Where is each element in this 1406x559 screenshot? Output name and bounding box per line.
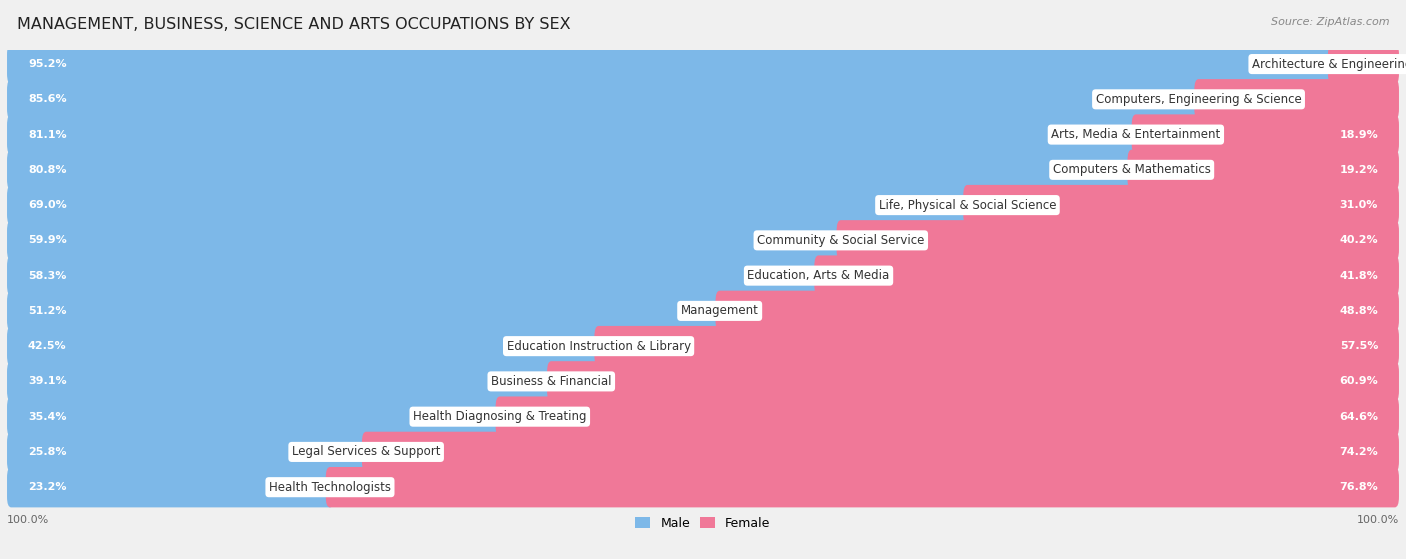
Text: Business & Financial: Business & Financial bbox=[491, 375, 612, 388]
FancyBboxPatch shape bbox=[716, 291, 1399, 331]
Text: 31.0%: 31.0% bbox=[1340, 200, 1378, 210]
FancyBboxPatch shape bbox=[837, 220, 1399, 260]
Text: Health Diagnosing & Treating: Health Diagnosing & Treating bbox=[413, 410, 586, 423]
FancyBboxPatch shape bbox=[11, 439, 1395, 465]
Text: 18.9%: 18.9% bbox=[1340, 130, 1378, 140]
FancyBboxPatch shape bbox=[1329, 44, 1399, 84]
FancyBboxPatch shape bbox=[11, 299, 1395, 323]
FancyBboxPatch shape bbox=[11, 228, 1395, 253]
Text: Legal Services & Support: Legal Services & Support bbox=[292, 446, 440, 458]
Text: 80.8%: 80.8% bbox=[28, 165, 66, 175]
Text: 35.4%: 35.4% bbox=[28, 411, 66, 421]
FancyBboxPatch shape bbox=[11, 263, 1395, 288]
FancyBboxPatch shape bbox=[7, 432, 370, 472]
FancyBboxPatch shape bbox=[595, 326, 1399, 366]
Text: 69.0%: 69.0% bbox=[28, 200, 66, 210]
FancyBboxPatch shape bbox=[1132, 115, 1399, 155]
Text: 42.5%: 42.5% bbox=[28, 341, 66, 351]
FancyBboxPatch shape bbox=[11, 193, 1395, 217]
Text: Education Instruction & Library: Education Instruction & Library bbox=[506, 340, 690, 353]
FancyBboxPatch shape bbox=[963, 185, 1399, 225]
FancyBboxPatch shape bbox=[7, 326, 603, 366]
Text: 23.2%: 23.2% bbox=[28, 482, 66, 492]
Text: 60.9%: 60.9% bbox=[1340, 376, 1378, 386]
Text: 40.2%: 40.2% bbox=[1340, 235, 1378, 245]
Text: 85.6%: 85.6% bbox=[28, 94, 66, 105]
Text: 64.6%: 64.6% bbox=[1339, 411, 1378, 421]
FancyBboxPatch shape bbox=[495, 396, 1399, 437]
FancyBboxPatch shape bbox=[7, 44, 1336, 84]
FancyBboxPatch shape bbox=[7, 115, 1140, 155]
Text: 39.1%: 39.1% bbox=[28, 376, 66, 386]
Text: Computers & Mathematics: Computers & Mathematics bbox=[1053, 163, 1211, 176]
Text: 59.9%: 59.9% bbox=[28, 235, 66, 245]
Text: 100.0%: 100.0% bbox=[1357, 515, 1399, 525]
FancyBboxPatch shape bbox=[7, 185, 972, 225]
Text: Education, Arts & Media: Education, Arts & Media bbox=[748, 269, 890, 282]
FancyBboxPatch shape bbox=[7, 255, 823, 296]
FancyBboxPatch shape bbox=[1128, 150, 1399, 190]
FancyBboxPatch shape bbox=[11, 158, 1395, 182]
FancyBboxPatch shape bbox=[547, 361, 1399, 401]
FancyBboxPatch shape bbox=[326, 467, 1399, 508]
FancyBboxPatch shape bbox=[7, 220, 845, 260]
FancyBboxPatch shape bbox=[11, 475, 1395, 500]
FancyBboxPatch shape bbox=[7, 150, 1136, 190]
FancyBboxPatch shape bbox=[7, 291, 724, 331]
Text: 48.8%: 48.8% bbox=[1340, 306, 1378, 316]
Text: Source: ZipAtlas.com: Source: ZipAtlas.com bbox=[1271, 17, 1389, 27]
Text: 95.2%: 95.2% bbox=[28, 59, 66, 69]
Text: 51.2%: 51.2% bbox=[28, 306, 66, 316]
Legend: Male, Female: Male, Female bbox=[636, 517, 770, 530]
Text: Health Technologists: Health Technologists bbox=[269, 481, 391, 494]
FancyBboxPatch shape bbox=[11, 87, 1395, 112]
FancyBboxPatch shape bbox=[11, 404, 1395, 429]
FancyBboxPatch shape bbox=[814, 255, 1399, 296]
Text: 100.0%: 100.0% bbox=[7, 515, 49, 525]
FancyBboxPatch shape bbox=[11, 369, 1395, 394]
Text: 19.2%: 19.2% bbox=[1340, 165, 1378, 175]
Text: Management: Management bbox=[681, 305, 759, 318]
FancyBboxPatch shape bbox=[7, 79, 1202, 120]
FancyBboxPatch shape bbox=[361, 432, 1399, 472]
FancyBboxPatch shape bbox=[11, 52, 1395, 77]
Text: MANAGEMENT, BUSINESS, SCIENCE AND ARTS OCCUPATIONS BY SEX: MANAGEMENT, BUSINESS, SCIENCE AND ARTS O… bbox=[17, 17, 571, 32]
Text: Life, Physical & Social Science: Life, Physical & Social Science bbox=[879, 198, 1056, 212]
FancyBboxPatch shape bbox=[7, 396, 503, 437]
Text: Arts, Media & Entertainment: Arts, Media & Entertainment bbox=[1052, 128, 1220, 141]
Text: 76.8%: 76.8% bbox=[1340, 482, 1378, 492]
FancyBboxPatch shape bbox=[7, 361, 555, 401]
FancyBboxPatch shape bbox=[7, 467, 335, 508]
Text: 25.8%: 25.8% bbox=[28, 447, 66, 457]
Text: 81.1%: 81.1% bbox=[28, 130, 66, 140]
Text: 57.5%: 57.5% bbox=[1340, 341, 1378, 351]
Text: 58.3%: 58.3% bbox=[28, 271, 66, 281]
FancyBboxPatch shape bbox=[11, 122, 1395, 147]
Text: Computers, Engineering & Science: Computers, Engineering & Science bbox=[1095, 93, 1302, 106]
FancyBboxPatch shape bbox=[1194, 79, 1399, 120]
Text: 41.8%: 41.8% bbox=[1340, 271, 1378, 281]
Text: 74.2%: 74.2% bbox=[1340, 447, 1378, 457]
FancyBboxPatch shape bbox=[11, 334, 1395, 358]
Text: Community & Social Service: Community & Social Service bbox=[756, 234, 925, 247]
Text: Architecture & Engineering: Architecture & Engineering bbox=[1251, 58, 1406, 70]
